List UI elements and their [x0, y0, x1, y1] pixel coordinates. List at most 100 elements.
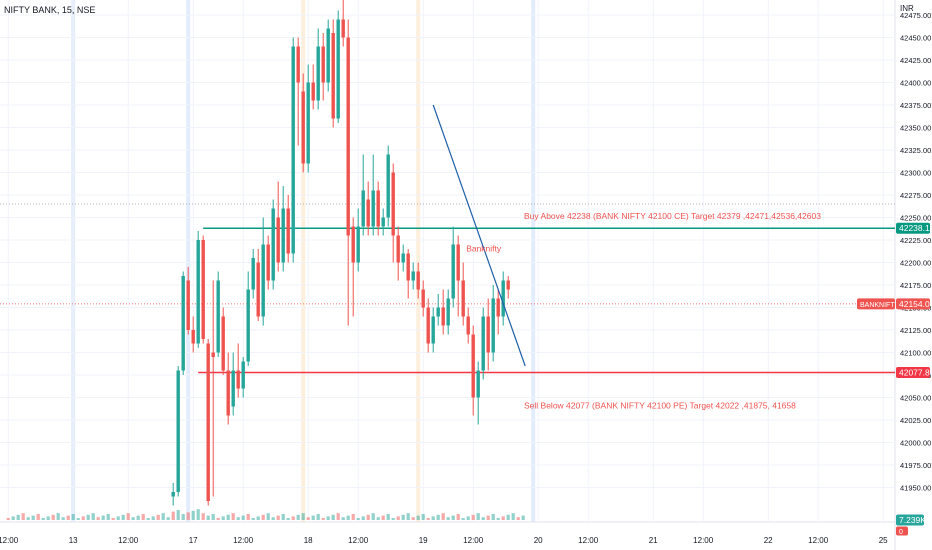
candle-body[interactable]	[471, 334, 475, 398]
candle-body[interactable]	[381, 217, 385, 227]
candle-body[interactable]	[351, 226, 355, 263]
candle-body[interactable]	[506, 280, 510, 290]
candle-body[interactable]	[286, 208, 290, 254]
trendline[interactable]	[432, 104, 526, 367]
volume-bar	[181, 514, 185, 520]
candle-body[interactable]	[256, 262, 260, 317]
candle-body[interactable]	[391, 172, 395, 236]
price-tick-label: 42350.00	[900, 124, 931, 133]
candle-body[interactable]	[311, 82, 315, 101]
candle-body[interactable]	[421, 289, 425, 308]
candle-body[interactable]	[181, 276, 185, 371]
candle-body[interactable]	[176, 370, 180, 493]
candle-body[interactable]	[206, 343, 210, 502]
price-tick-label: 42025.00	[900, 416, 931, 425]
candle-body[interactable]	[271, 208, 275, 281]
candle-body[interactable]	[281, 208, 285, 263]
volume-bar	[11, 516, 15, 520]
candle-body[interactable]	[476, 370, 480, 398]
candle-body[interactable]	[406, 253, 410, 281]
candle-body[interactable]	[456, 244, 460, 281]
volume-bar	[116, 516, 120, 520]
candle-body[interactable]	[316, 46, 320, 101]
candle-body[interactable]	[481, 316, 485, 371]
candle-body[interactable]	[356, 226, 360, 263]
candle-body[interactable]	[261, 244, 265, 317]
candle-body[interactable]	[366, 199, 370, 227]
volume-bar	[161, 513, 165, 520]
volume-bar	[461, 518, 465, 520]
price-tick-label: 41950.00	[900, 484, 931, 493]
volume-bar	[131, 517, 135, 520]
candle-body[interactable]	[491, 298, 495, 353]
candle-body[interactable]	[221, 316, 225, 371]
candle-body[interactable]	[426, 307, 430, 344]
candle-body[interactable]	[266, 244, 270, 281]
candle-body[interactable]	[296, 46, 300, 83]
candle-body[interactable]	[326, 28, 330, 83]
candle-body[interactable]	[236, 370, 240, 389]
candle-body[interactable]	[301, 91, 305, 164]
candle-body[interactable]	[376, 190, 380, 227]
candle-body[interactable]	[446, 298, 450, 326]
volume-bar	[141, 514, 145, 520]
volume-bar	[241, 515, 245, 520]
current-price-tag-label: 42154.00	[899, 299, 932, 309]
candle-body[interactable]	[246, 289, 250, 362]
volume-bar	[386, 514, 390, 520]
candle-body[interactable]	[461, 280, 465, 317]
candle-body[interactable]	[336, 19, 340, 119]
candle-body[interactable]	[386, 154, 390, 218]
time-axis[interactable]: 12:00 13 12:00 17 12:00 18 12:00 19 12:00 20 12:00…	[0, 536, 888, 545]
candle-body[interactable]	[251, 258, 255, 290]
candle-body[interactable]	[396, 235, 400, 263]
candle-body[interactable]	[501, 280, 505, 317]
candle-body[interactable]	[401, 253, 405, 263]
candle-body[interactable]	[371, 190, 375, 227]
candle-body[interactable]	[211, 352, 215, 358]
price-tick-label: 42450.00	[900, 34, 931, 43]
candle-body[interactable]	[416, 271, 420, 290]
candle-body[interactable]	[196, 240, 200, 344]
candle-body[interactable]	[241, 361, 245, 389]
volume-bar	[201, 513, 205, 520]
candle-body[interactable]	[291, 46, 295, 254]
candle-body[interactable]	[486, 316, 490, 353]
volume-bar	[521, 515, 525, 520]
candle-body[interactable]	[191, 330, 195, 344]
candle-body[interactable]	[361, 190, 365, 227]
volume-bar	[291, 516, 295, 520]
candle-body[interactable]	[231, 370, 235, 407]
price-axis[interactable]: INR 42475.00 42450.00 42425.00 42400.00 4237…	[900, 4, 931, 493]
candle-body[interactable]	[216, 280, 220, 353]
volume-bar	[316, 514, 320, 520]
candle-body[interactable]	[276, 217, 280, 263]
candle-body[interactable]	[186, 280, 190, 331]
trendline-group[interactable]	[432, 104, 526, 367]
candle-body[interactable]	[346, 37, 350, 236]
candle-body[interactable]	[171, 492, 175, 497]
candle-body[interactable]	[321, 46, 325, 83]
price-tags: 42238.10 42077.80 BANKNIFTY 42154.00 7.2…	[857, 222, 932, 536]
price-tick-label: 42100.00	[900, 349, 931, 358]
candle-body[interactable]	[496, 298, 500, 317]
candle-body[interactable]	[201, 240, 205, 339]
time-tick-label: 19	[419, 536, 428, 545]
candle-body[interactable]	[466, 316, 470, 335]
volume-bar	[496, 518, 500, 520]
candle-body[interactable]	[341, 19, 345, 38]
candle-body[interactable]	[411, 271, 415, 281]
candle-body[interactable]	[436, 307, 440, 317]
candle-body[interactable]	[331, 33, 335, 119]
time-tick-label: 18	[304, 536, 313, 545]
candle-body[interactable]	[431, 316, 435, 344]
symbol-title[interactable]: NIFTY BANK, 15, NSE	[4, 5, 96, 15]
candle-body[interactable]	[451, 244, 455, 299]
candle-body[interactable]	[306, 82, 310, 164]
volume-tag	[896, 514, 924, 526]
candle-body[interactable]	[441, 307, 445, 326]
candle-body[interactable]	[226, 370, 230, 416]
price-levels	[0, 203, 895, 374]
volume-bar	[136, 515, 140, 520]
